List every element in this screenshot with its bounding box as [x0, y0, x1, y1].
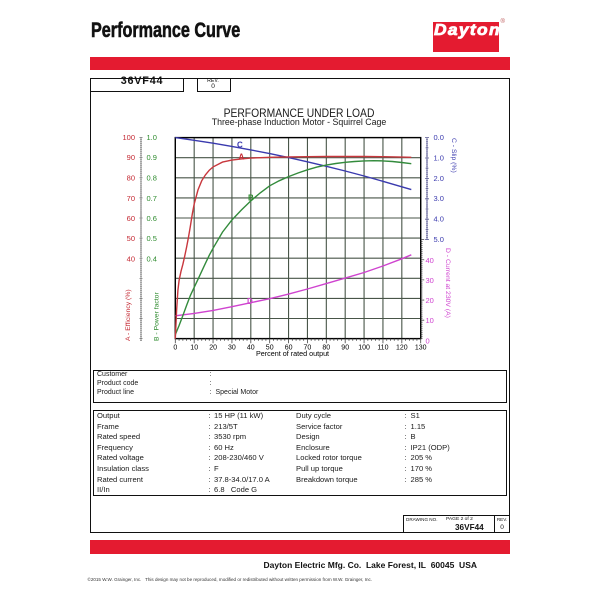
svg-text:Percent of rated output: Percent of rated output: [256, 349, 329, 358]
svg-text:50: 50: [266, 345, 274, 352]
svg-text:80: 80: [127, 174, 135, 183]
svg-text:30: 30: [426, 276, 434, 285]
svg-text:130: 130: [415, 345, 427, 352]
svg-text:2.0: 2.0: [434, 174, 444, 183]
svg-text:0.9: 0.9: [147, 153, 157, 162]
svg-text:60: 60: [127, 214, 135, 223]
svg-text:100: 100: [122, 133, 135, 142]
svg-text:110: 110: [377, 345, 388, 352]
svg-text:5.0: 5.0: [434, 235, 444, 244]
svg-text:40: 40: [247, 345, 255, 352]
svg-text:70: 70: [304, 345, 312, 352]
svg-text:C: C: [237, 141, 243, 150]
svg-text:0: 0: [173, 345, 177, 352]
svg-text:B: B: [248, 194, 254, 203]
svg-text:20: 20: [426, 296, 434, 305]
svg-text:20: 20: [209, 345, 217, 352]
svg-text:10: 10: [426, 316, 434, 325]
svg-text:80: 80: [322, 345, 330, 352]
svg-text:30: 30: [228, 345, 236, 352]
svg-text:40: 40: [426, 256, 434, 265]
svg-text:90: 90: [127, 153, 135, 162]
svg-text:40: 40: [127, 255, 135, 264]
svg-text:0.4: 0.4: [147, 255, 157, 264]
svg-text:D - Current at 230V (A): D - Current at 230V (A): [444, 248, 451, 318]
svg-text:4.0: 4.0: [434, 215, 444, 224]
svg-text:D: D: [247, 297, 253, 306]
svg-text:10: 10: [190, 345, 198, 352]
svg-text:1.0: 1.0: [147, 133, 157, 142]
svg-text:60: 60: [285, 345, 293, 352]
svg-text:0.8: 0.8: [147, 174, 157, 183]
svg-text:C - Slip (%): C - Slip (%): [450, 138, 457, 173]
svg-text:A - Efficiency (%): A - Efficiency (%): [125, 289, 132, 341]
svg-text:70: 70: [127, 194, 135, 203]
svg-text:100: 100: [358, 345, 370, 352]
svg-text:0.7: 0.7: [147, 194, 157, 203]
svg-text:120: 120: [396, 345, 408, 352]
svg-text:3.0: 3.0: [434, 194, 444, 203]
svg-text:1.0: 1.0: [434, 153, 444, 162]
svg-text:90: 90: [341, 345, 349, 352]
svg-text:A: A: [239, 153, 245, 162]
svg-text:50: 50: [127, 234, 135, 243]
svg-text:0: 0: [426, 336, 430, 345]
svg-text:0.6: 0.6: [147, 214, 157, 223]
svg-text:0.0: 0.0: [434, 133, 444, 142]
svg-text:B - Power factor: B - Power factor: [154, 292, 161, 341]
svg-text:0.5: 0.5: [147, 234, 157, 243]
